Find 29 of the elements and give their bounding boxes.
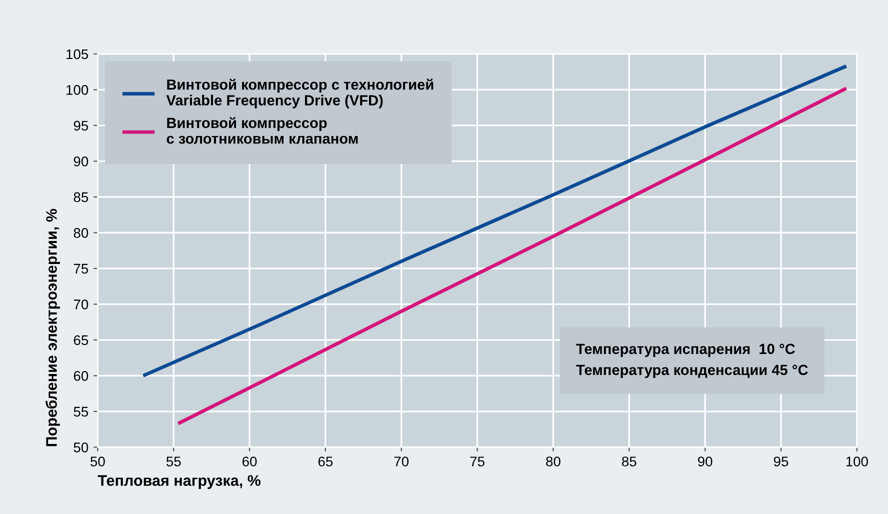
legend-label: Винтовой компрессор с технологией Variable Frequency Drive (VFD)	[166, 78, 434, 108]
x-tick-label: 80	[546, 456, 560, 466]
y-tick-label: 75	[74, 264, 88, 274]
x-tick-label: 90	[698, 456, 712, 466]
y-tick-label: 80	[74, 228, 88, 238]
x-axis-title: Тепловая нагрузка, %	[98, 475, 261, 489]
x-tick-label: 65	[318, 456, 333, 466]
x-tick-label: 100	[846, 456, 868, 466]
legend-label: Винтовой компрессор с золотниковым клапаном	[166, 117, 358, 144]
x-tick-label: 50	[90, 456, 105, 466]
y-tick-label: 70	[74, 300, 88, 310]
y-tick-label: 55	[74, 406, 88, 417]
y-tick-label: 60	[74, 371, 88, 381]
x-tick-label: 55	[166, 456, 181, 466]
y-tick-label: 85	[74, 192, 88, 202]
y-tick-label: 50	[74, 442, 88, 452]
y-tick-label: 90	[74, 156, 88, 166]
x-tick-label: 75	[470, 456, 484, 466]
y-tick-label: 100	[66, 85, 88, 95]
x-tick-label: 60	[242, 456, 257, 466]
y-tick-label: 105	[66, 49, 88, 60]
y-axis-title: Пореблениe электроэнергии, %	[46, 208, 60, 446]
y-tick-label: 95	[74, 120, 88, 131]
x-tick-label: 95	[774, 456, 788, 466]
x-tick-label: 85	[622, 456, 636, 466]
line-series	[142, 64, 848, 378]
x-tick-label: 70	[394, 456, 409, 466]
y-tick-label: 65	[74, 335, 88, 346]
annotation: Температура испарения 10 °C Температура конденсации 45 °C	[576, 344, 808, 378]
